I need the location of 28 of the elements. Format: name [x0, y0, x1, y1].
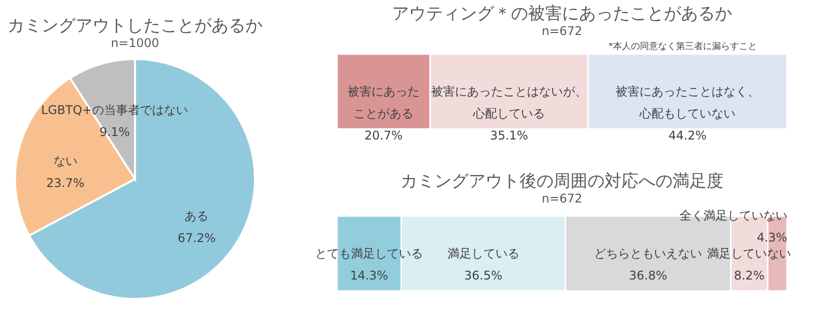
series-label: 被害にあったことはないが、心配している	[431, 84, 588, 120]
series-label: どちらともいえない	[594, 246, 702, 260]
slice-label: ない	[53, 154, 78, 168]
series-label: とても満足している	[315, 246, 424, 260]
series-label: 被害にあったことがある	[348, 84, 420, 120]
data-label: 35.1%	[490, 128, 528, 142]
chart-title: カミングアウトしたことがあるか	[8, 16, 262, 36]
series-label: 被害にあったことはなく、心配もしていない	[616, 84, 760, 120]
series-label: 満足していない	[707, 246, 792, 260]
series-label: 満足している	[447, 246, 520, 260]
data-label: 20.7%	[364, 128, 403, 142]
chart-title: カミングアウト後の周囲の対応への満足度	[400, 172, 724, 192]
data-label: 8.2%	[734, 268, 764, 282]
chart-subtitle: n=672	[542, 192, 582, 206]
data-label: 14.3%	[350, 268, 388, 282]
slice-label: ある	[184, 209, 209, 224]
data-label: 4.3%	[756, 230, 788, 244]
data-label: 36.5%	[464, 268, 502, 282]
series-label: 全く満足していない	[679, 208, 788, 222]
chart-title: アウティング＊の被害にあったことがあるか	[392, 4, 732, 24]
chart-subtitle: n=672	[542, 24, 582, 38]
data-label: 9.1%	[99, 124, 130, 139]
chart-subtitle: n=1000	[110, 36, 160, 50]
text: *本人の同意なく第三者に漏らすこと	[608, 41, 757, 52]
data-label: 44.2%	[668, 128, 707, 142]
data-label: 36.8%	[629, 268, 668, 282]
data-label: 23.7%	[46, 176, 84, 190]
data-label: 67.2%	[178, 231, 216, 246]
